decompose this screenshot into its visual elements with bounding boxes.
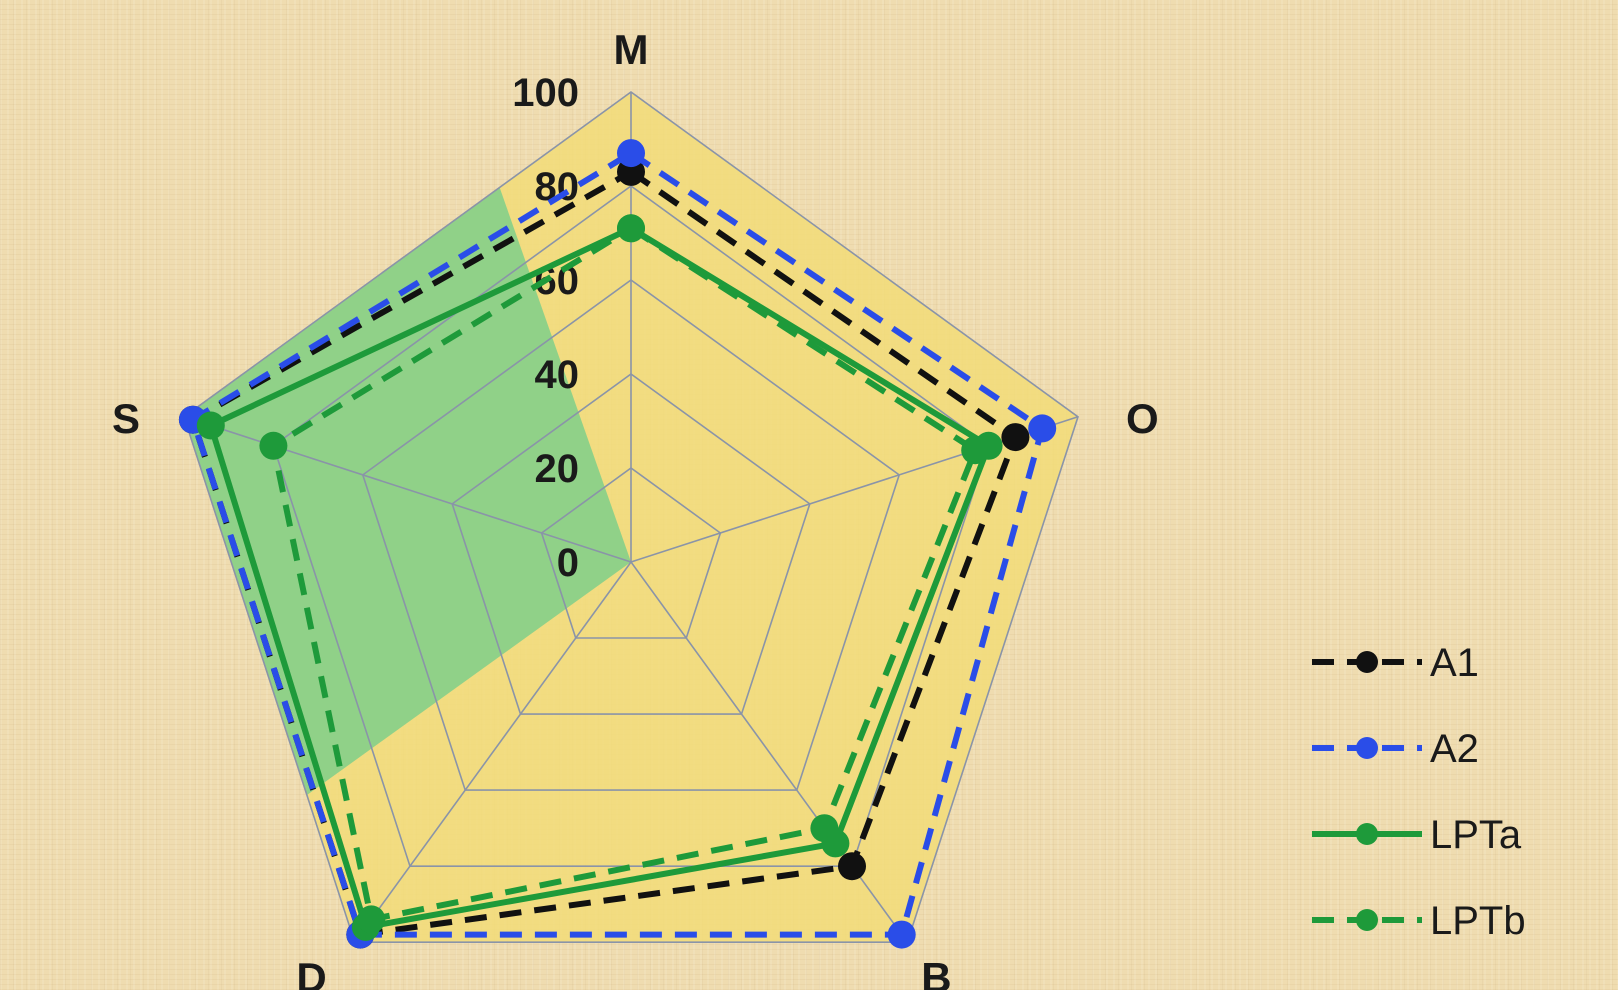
tick-label: 100 [512, 71, 579, 115]
grid-spoke [354, 561, 632, 943]
legend-item-lpta: LPTa [1312, 813, 1522, 857]
legend-label: LPTa [1430, 813, 1522, 857]
axis-labels: M O B D S [112, 26, 1159, 990]
grid-ring [361, 279, 901, 791]
axis-label-d: D [296, 954, 326, 990]
tick-label: 0 [557, 541, 579, 585]
radar-grid [183, 91, 1079, 944]
data-point [838, 852, 866, 881]
legend-label: A2 [1430, 727, 1479, 771]
series-lptb [259, 214, 990, 934]
data-point [1028, 414, 1057, 443]
legend-item-a1: A1 [1312, 641, 1479, 685]
legend-swatch-marker [1356, 823, 1378, 845]
legend-swatch-marker [1356, 737, 1378, 759]
legend-swatch-marker [1356, 909, 1378, 931]
legend-label: LPTb [1430, 899, 1526, 943]
legend: A1 A2 LPTa LPTb [1312, 641, 1526, 943]
data-point [1001, 423, 1030, 452]
tick-label: 20 [535, 447, 580, 491]
grid-ring [451, 373, 811, 715]
data-point [259, 431, 288, 460]
axis-label-m: M [614, 26, 649, 73]
data-point [357, 905, 386, 934]
data-point [887, 920, 916, 949]
data-point [810, 814, 839, 843]
grid-ring [540, 467, 722, 639]
legend-label: A1 [1430, 641, 1479, 685]
tick-label: 40 [535, 353, 580, 397]
data-point [196, 411, 225, 440]
grid-spoke [183, 416, 632, 563]
grid-ring [272, 185, 990, 868]
legend-item-a2: A2 [1312, 727, 1479, 771]
axis-label-o: O [1126, 395, 1159, 442]
grid-spoke [630, 561, 908, 943]
data-point [617, 214, 645, 243]
legend-item-lptb: LPTb [1312, 899, 1526, 943]
series-line [207, 225, 992, 930]
series-line [189, 150, 1046, 938]
axis-label-b: B [921, 954, 951, 990]
data-point [617, 139, 645, 168]
grid-ring [183, 91, 1079, 944]
series-line [270, 225, 979, 923]
data-point [961, 436, 990, 465]
series-layer [178, 139, 1057, 949]
axis-label-s: S [112, 395, 140, 442]
legend-swatch-marker [1356, 651, 1378, 673]
